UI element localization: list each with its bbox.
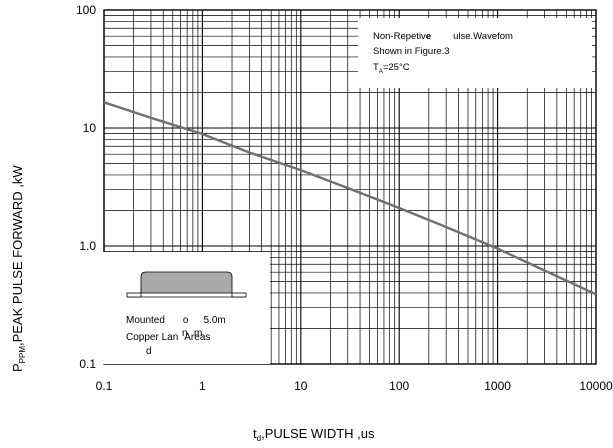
inset-line-2-small-n: n: [182, 328, 188, 339]
inset-line-2-small-m: m: [194, 328, 202, 339]
inset-box: [102, 252, 270, 364]
device-icon: [126, 271, 247, 298]
inset-line-3: d: [146, 346, 152, 357]
y-tick-label: 1.0: [79, 239, 96, 253]
x-tick-label: 10000: [579, 379, 613, 393]
grid-lines: [103, 10, 596, 365]
y-axis-label: PPPM,PEAK PULSE FORWARD ,kW: [10, 165, 27, 372]
series-group: [103, 101, 597, 296]
x-tick-label: 10: [294, 379, 308, 393]
x-tick-label: 0.1: [96, 379, 113, 393]
y-tick-labels: 0.1 1.0 10 100: [76, 3, 96, 371]
inset-line-1: Mounted o 5.0m: [126, 315, 226, 326]
y-tick-label: 10: [83, 121, 97, 135]
annotation-line-2: Shown in Figure.3: [373, 46, 450, 57]
x-tick-label: 1: [199, 379, 206, 393]
annotation-line-3: TA=25°C: [373, 62, 410, 75]
inset-line-2: Copper Lan Areas: [126, 332, 210, 343]
x-axis-label: td,PULSE WIDTH ,us: [253, 426, 375, 443]
y-tick-label: 0.1: [79, 357, 96, 371]
plot-frame: [103, 9, 597, 365]
x-tick-label: 100: [389, 379, 409, 393]
x-tick-labels: 0.1 1 10 100 1000 10000: [96, 379, 613, 393]
y-tick-label: 100: [76, 3, 96, 17]
annotation-line-1: Non-Repetive ulse.Wavefom: [373, 31, 513, 42]
series-line: [103, 101, 597, 296]
x-tick-label: 1000: [484, 379, 511, 393]
annotation-box: [358, 18, 592, 88]
